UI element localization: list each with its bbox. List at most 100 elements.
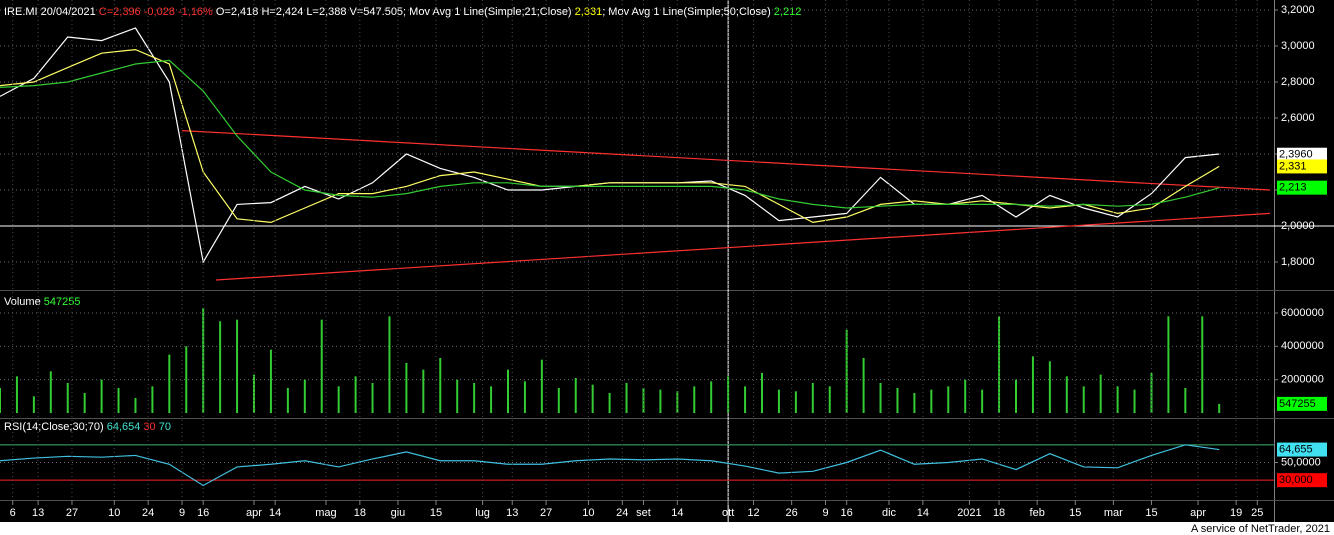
value-box xyxy=(1277,159,1327,174)
volume-bar xyxy=(490,386,493,413)
x-tick-label: 14 xyxy=(671,507,683,519)
volume-bar xyxy=(845,329,848,413)
volume-bar xyxy=(947,386,950,413)
volume-bar xyxy=(710,381,713,413)
volume-bar xyxy=(1167,316,1170,413)
volume-bar xyxy=(100,379,103,413)
panel-title: IRE.MI 20/04/2021 C=2,396 -0,028 -1,16% … xyxy=(4,6,801,18)
volume-bar xyxy=(422,369,425,413)
volume-bar xyxy=(388,316,391,413)
x-tick-label: 9 xyxy=(822,507,828,519)
volume-bar xyxy=(1116,386,1119,413)
volume-bar xyxy=(1015,379,1017,413)
volume-bar xyxy=(286,388,289,413)
volume-bar xyxy=(134,398,137,413)
volume-bar xyxy=(354,376,357,413)
volume-bar xyxy=(896,388,899,413)
volume-bar xyxy=(15,376,18,413)
trendline xyxy=(215,212,1271,281)
x-tick-label: 13 xyxy=(506,507,518,519)
x-tick-label: 9 xyxy=(179,507,185,519)
title-part: 2,331 xyxy=(575,6,603,18)
title-part: C=2,396 -0,028 -1,16% xyxy=(99,6,216,18)
title-part: Volume xyxy=(4,296,44,308)
volume-bar xyxy=(32,396,35,413)
x-tick-label: 12 xyxy=(747,507,759,519)
volume-bar xyxy=(219,321,222,413)
volume-bar xyxy=(507,369,509,413)
volume-bar xyxy=(608,393,611,413)
value-box xyxy=(1277,147,1327,162)
x-tick-label: 27 xyxy=(540,507,552,519)
volume-bar xyxy=(253,374,255,413)
volume-bar xyxy=(591,384,594,413)
volume-bar xyxy=(981,389,984,413)
volume-bar xyxy=(83,393,86,413)
title-part: 30 xyxy=(143,421,158,433)
volume-bar xyxy=(777,389,780,413)
volume-bar xyxy=(862,358,865,413)
value-box-label: 2,3960 xyxy=(1279,149,1313,161)
volume-bar xyxy=(456,379,459,413)
x-tick-label: 15 xyxy=(1069,507,1081,519)
title-part: 70 xyxy=(159,421,171,433)
title-part: RSI(14;Close;30;70) xyxy=(4,421,107,433)
value-box xyxy=(1277,180,1327,195)
y-tick-label: 3,2000 xyxy=(1281,4,1315,16)
volume-bar xyxy=(1201,316,1204,413)
volume-bar xyxy=(1082,386,1085,413)
panel-title: RSI(14;Close;30;70) 64,654 30 70 xyxy=(4,421,171,433)
volume-bar xyxy=(405,363,408,413)
x-tick-label: 18 xyxy=(993,507,1005,519)
series-line xyxy=(0,444,1220,487)
volume-bar xyxy=(236,319,239,413)
x-tick-label: 10 xyxy=(108,507,120,519)
volume-bar xyxy=(1218,403,1221,413)
y-tick-label: 4000000 xyxy=(1281,340,1324,352)
x-tick-label: 2021 xyxy=(957,507,981,519)
x-tick-label: 16 xyxy=(197,507,209,519)
volume-bar xyxy=(1184,388,1187,413)
value-box-label: 547255 xyxy=(1279,398,1316,410)
footer-strip xyxy=(0,522,1334,535)
volume-bar xyxy=(303,379,306,413)
volume-bar xyxy=(66,383,69,413)
volume-bar xyxy=(913,393,916,413)
x-tick-label: apr xyxy=(246,507,262,519)
title-part: O=2,418 H=2,424 L=2,388 V=547.505; Mov A… xyxy=(216,6,575,18)
volume-bar xyxy=(168,354,171,413)
volume-bar xyxy=(49,371,52,413)
volume-bar xyxy=(151,386,154,413)
x-tick-label: 15 xyxy=(1145,507,1157,519)
value-box-label: 64,655 xyxy=(1279,443,1313,455)
volume-bar xyxy=(879,383,882,413)
x-tick-label: feb xyxy=(1030,507,1045,519)
x-tick-label: lug xyxy=(475,507,490,519)
value-box-label: 30,000 xyxy=(1279,474,1313,486)
volume-bar xyxy=(761,373,763,413)
y-tick-label: 1,8000 xyxy=(1281,256,1315,268)
x-tick-label: 27 xyxy=(66,507,78,519)
x-tick-label: 24 xyxy=(142,507,154,519)
y-tick-label: 6000000 xyxy=(1281,307,1324,319)
y-tick-label: 2,8000 xyxy=(1281,76,1315,88)
volume-bar xyxy=(1133,389,1136,413)
title-part: 547255 xyxy=(44,296,81,308)
volume-bar xyxy=(625,383,628,413)
y-tick-label: 2,6000 xyxy=(1281,112,1315,124)
volume-bar xyxy=(811,383,814,413)
x-tick-label: 24 xyxy=(616,507,628,519)
x-tick-label: 19 xyxy=(1230,507,1242,519)
x-tick-label: mar xyxy=(1104,507,1123,519)
volume-bar xyxy=(964,379,967,413)
volume-bar xyxy=(574,378,577,413)
trendline xyxy=(182,130,1271,191)
volume-bar xyxy=(828,386,831,413)
title-part: IRE.MI 20/04/2021 xyxy=(4,6,99,18)
x-tick-label: set xyxy=(636,507,651,519)
volume-bar xyxy=(1031,356,1034,413)
volume-bar xyxy=(930,389,933,413)
